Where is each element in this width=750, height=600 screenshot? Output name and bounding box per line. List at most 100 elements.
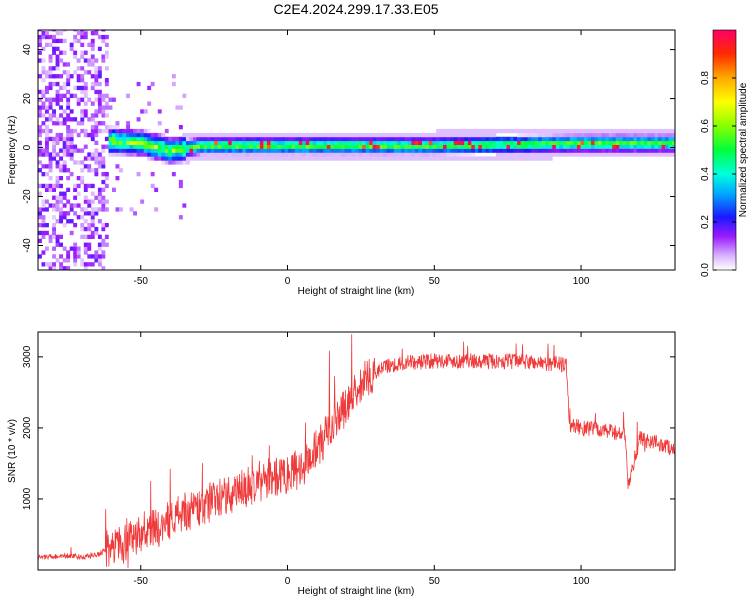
heatmap-cell	[503, 148, 507, 153]
snr-ytick-label: 3000	[22, 345, 33, 368]
heatmap-cell	[577, 148, 581, 153]
heatmap-cell	[90, 199, 95, 204]
heatmap-cell	[355, 144, 359, 149]
heatmap-cell	[38, 254, 42, 259]
heatmap-cell	[643, 144, 648, 149]
heatmap-cell	[185, 136, 190, 142]
heatmap-cell	[534, 152, 539, 157]
heatmap-cell	[203, 156, 208, 161]
heatmap-cell	[316, 152, 321, 157]
colorbar-gradient	[712, 29, 737, 271]
heatmap-cell	[87, 234, 92, 239]
heatmap-cell	[48, 187, 53, 192]
heatmap-cell	[66, 219, 71, 224]
heatmap-cell	[94, 31, 99, 36]
heatmap-cell	[376, 144, 381, 149]
heatmap-cell	[69, 140, 74, 145]
heatmap-cell	[200, 132, 204, 138]
heatmap-cell	[90, 85, 95, 91]
heatmap-cell	[55, 164, 60, 169]
heatmap-cell	[450, 152, 454, 157]
heatmap-cell	[270, 148, 275, 153]
heatmap-cell	[422, 136, 426, 142]
heatmap-cell	[90, 132, 95, 138]
heatmap-cell	[499, 148, 504, 153]
heatmap-cell	[386, 136, 391, 142]
heatmap-cell	[73, 93, 78, 98]
colorbar-tick-label: 0.2	[700, 215, 711, 229]
heatmap-cell	[45, 85, 49, 91]
heatmap-cell	[369, 152, 373, 157]
heatmap-cell	[168, 144, 173, 149]
heatmap-cell	[555, 132, 560, 138]
heatmap-cell	[337, 140, 342, 145]
heatmap-cell	[242, 140, 247, 145]
heatmap-cell	[252, 132, 257, 138]
heatmap-cell	[133, 148, 137, 153]
heatmap-cell	[524, 136, 528, 142]
heatmap-cell	[94, 254, 99, 259]
heatmap-cell	[305, 140, 310, 145]
heatmap-cell	[619, 128, 624, 134]
heatmap-cell	[164, 140, 169, 145]
heatmap-cell	[193, 148, 197, 153]
heatmap-cell	[97, 93, 102, 98]
heatmap-cell	[122, 140, 127, 145]
heatmap-cell	[48, 128, 53, 134]
heatmap-cell	[55, 176, 60, 181]
heatmap-cell	[569, 140, 574, 145]
heatmap-cell	[45, 128, 49, 134]
heatmap-cell	[242, 156, 247, 161]
heatmap-cell	[481, 144, 486, 149]
heatmap-cell	[344, 152, 349, 157]
heatmap-cell	[69, 128, 74, 134]
heatmap-cell	[101, 250, 106, 255]
heatmap-cell	[210, 148, 215, 153]
heatmap-cell	[94, 74, 99, 79]
heatmap-cell	[263, 136, 268, 142]
heatmap-cell	[538, 140, 543, 145]
heatmap-cell	[171, 156, 176, 161]
heatmap-cell	[90, 230, 95, 236]
heatmap-cell	[94, 132, 99, 138]
heatmap-cell	[76, 97, 81, 102]
heatmap-cell	[126, 136, 130, 142]
heatmap-cell	[429, 144, 433, 149]
heatmap-cell	[640, 144, 645, 149]
heatmap-cell	[295, 140, 299, 145]
heatmap-cell	[143, 109, 148, 114]
heatmap-cell	[436, 148, 440, 153]
heatmap-cell	[140, 144, 145, 149]
heatmap-cell	[73, 223, 78, 228]
heatmap-cell	[400, 144, 405, 149]
heatmap-cell	[104, 199, 109, 204]
heatmap-cell	[527, 140, 532, 145]
heatmap-cell	[164, 160, 169, 165]
heatmap-cell	[104, 81, 109, 87]
heatmap-cell	[52, 50, 56, 55]
heatmap-cell	[559, 152, 564, 157]
heatmap-cell	[548, 144, 553, 149]
heatmap-cell	[41, 89, 46, 95]
heatmap-cell	[460, 128, 465, 134]
heatmap-cell	[175, 156, 180, 161]
heatmap-cell	[45, 125, 49, 130]
heatmap-cell	[446, 148, 451, 153]
heatmap-cell	[45, 42, 49, 47]
heatmap-cell	[150, 156, 155, 161]
heatmap-cell	[302, 156, 307, 161]
heatmap-cell	[108, 136, 113, 142]
heatmap-cell	[217, 148, 222, 153]
heatmap-cell	[492, 132, 497, 138]
heatmap-cell	[175, 140, 180, 145]
heatmap-cell	[566, 128, 571, 134]
heatmap-cell	[59, 207, 63, 212]
heatmap-cell	[478, 140, 483, 145]
heatmap-cell	[178, 140, 183, 145]
heatmap-cell	[55, 152, 60, 157]
heatmap-cell	[658, 140, 662, 145]
heatmap-cell	[510, 136, 514, 142]
heatmap-cell	[612, 148, 617, 153]
heatmap-cell	[171, 148, 176, 153]
heatmap-cell	[97, 242, 102, 247]
